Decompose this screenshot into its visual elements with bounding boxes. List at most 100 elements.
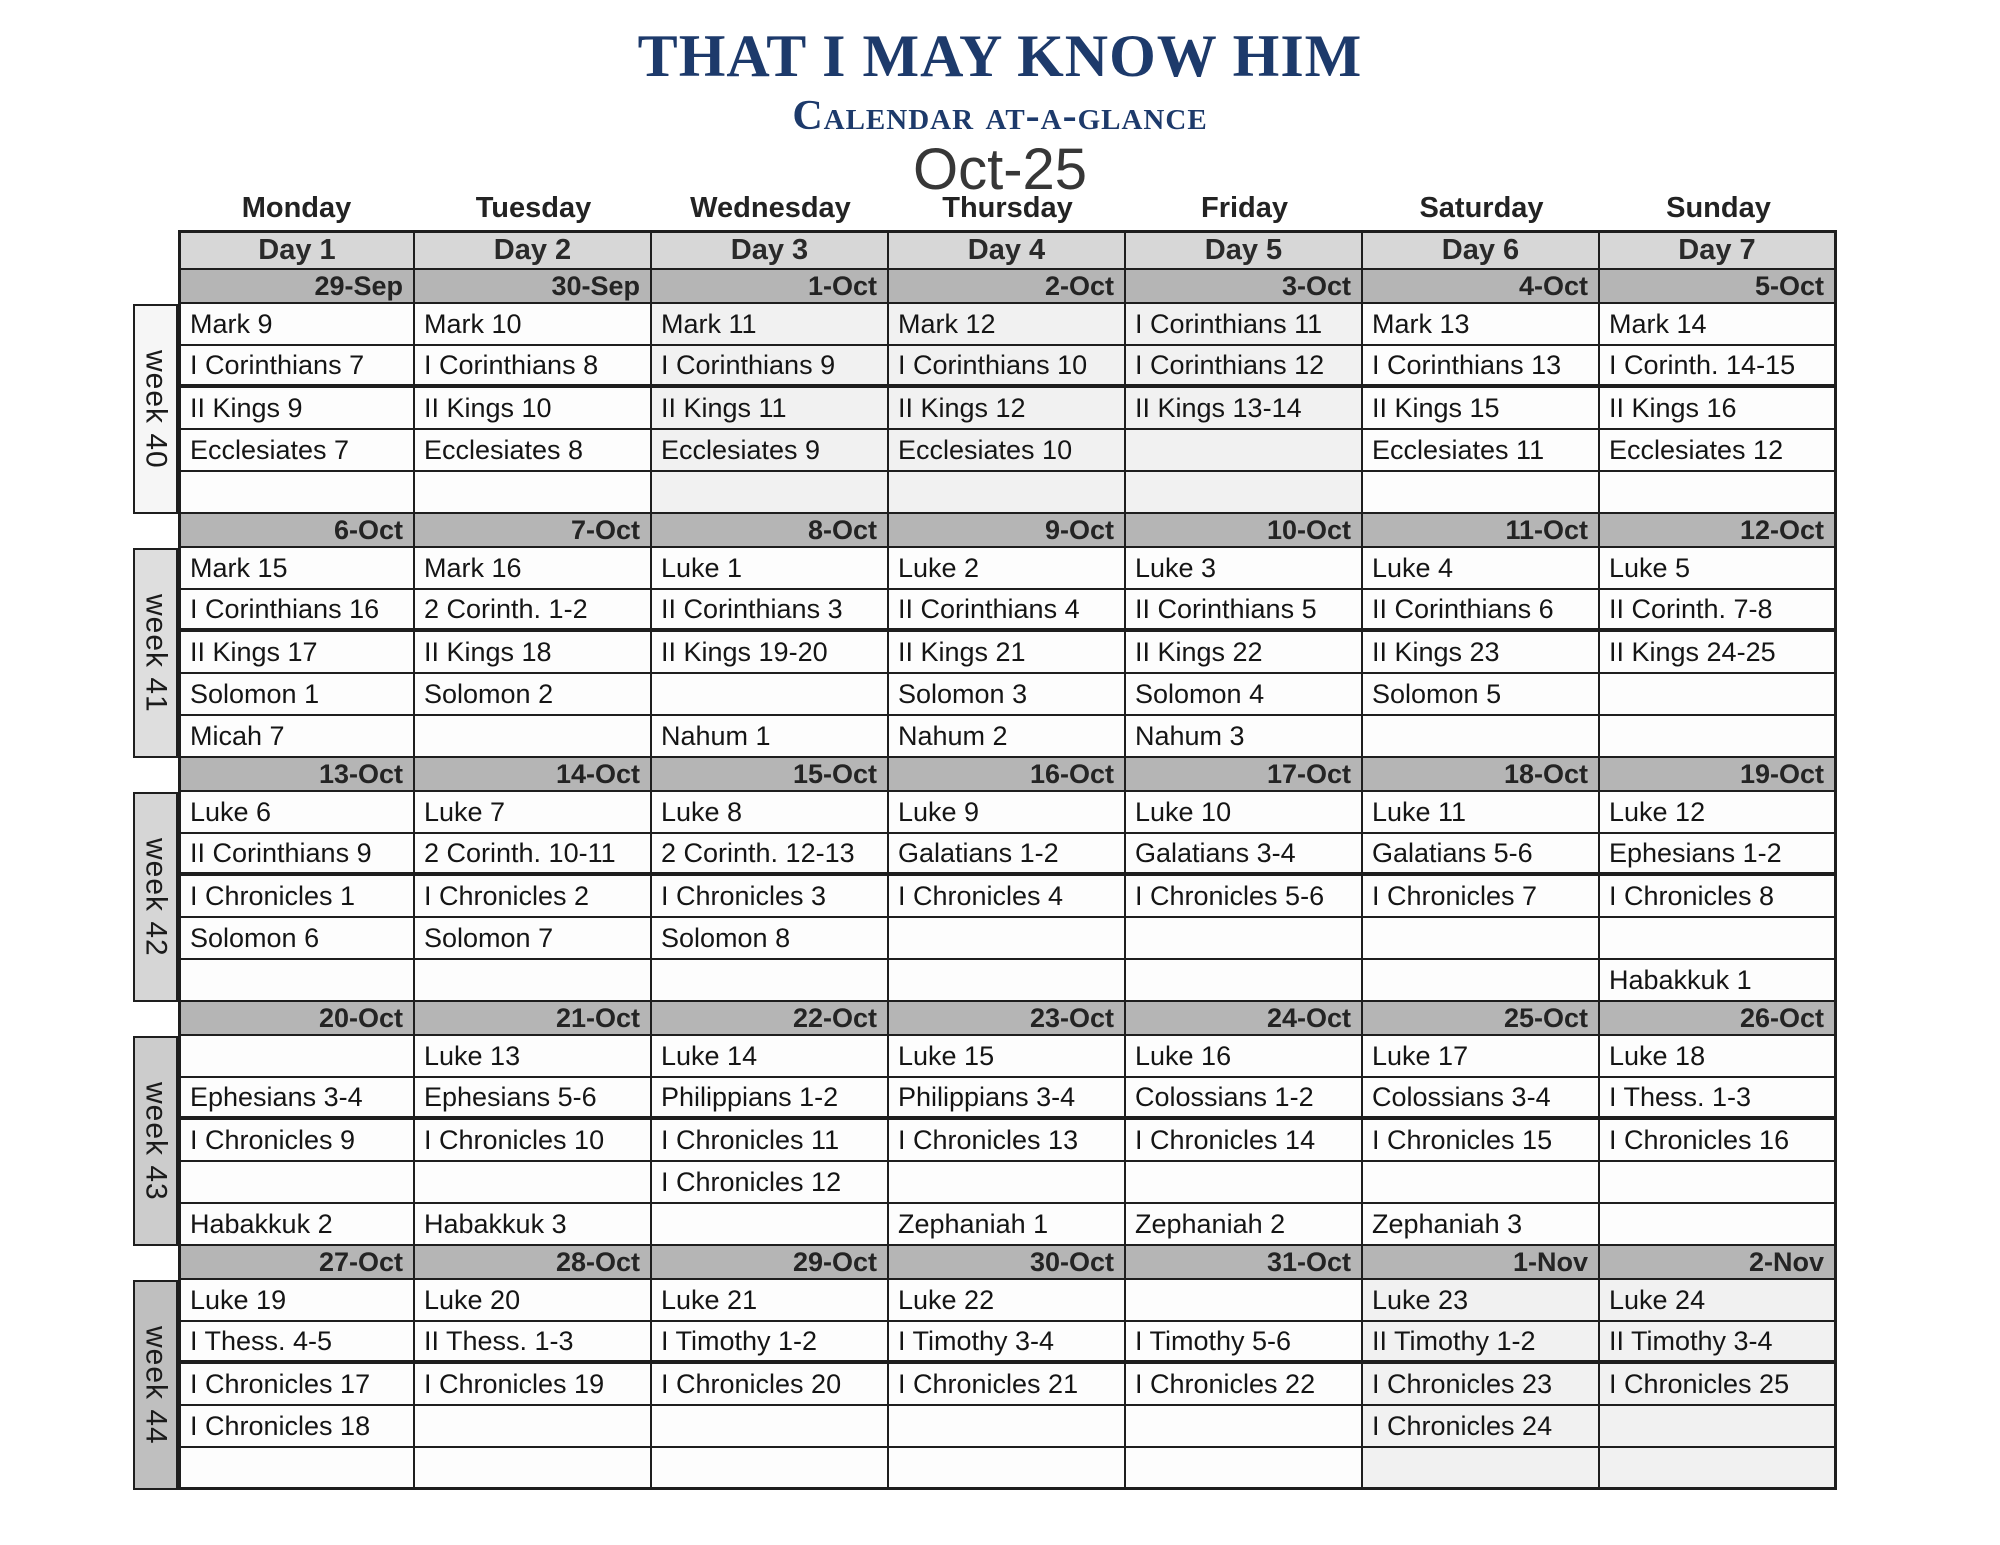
- reading-cell: [889, 472, 1126, 514]
- reading-cell: I Chronicles 17: [178, 1364, 415, 1406]
- date-cell: 30-Oct: [889, 1246, 1126, 1280]
- reading-cell: [889, 960, 1126, 1002]
- reading-cell: Luke 13: [415, 1036, 652, 1078]
- reading-cell: II Timothy 3-4: [1600, 1322, 1837, 1364]
- day-header-cell: Day 7: [1600, 230, 1837, 270]
- weekday-header: Wednesday: [690, 192, 851, 224]
- date-cell: 11-Oct: [1363, 514, 1600, 548]
- reading-cell: Ecclesiates 10: [889, 430, 1126, 472]
- reading-cell: Luke 14: [652, 1036, 889, 1078]
- reading-cell: I Chronicles 22: [1126, 1364, 1363, 1406]
- reading-cell: I Chronicles 25: [1600, 1364, 1837, 1406]
- reading-cell: [1600, 716, 1837, 758]
- reading-cell: Luke 4: [1363, 548, 1600, 590]
- reading-cell: [415, 1406, 652, 1448]
- page-subtitle: Calendar at-a-glance: [792, 93, 1208, 139]
- reading-cell: II Kings 22: [1126, 632, 1363, 674]
- date-cell: 18-Oct: [1363, 758, 1600, 792]
- reading-cell: [1363, 918, 1600, 960]
- reading-cell: Philippians 1-2: [652, 1078, 889, 1120]
- reading-cell: II Corinthians 6: [1363, 590, 1600, 632]
- reading-cell: Solomon 5: [1363, 674, 1600, 716]
- reading-cell: II Kings 19-20: [652, 632, 889, 674]
- reading-cell: I Chronicles 14: [1126, 1120, 1363, 1162]
- reading-cell: II Corinthians 9: [178, 834, 415, 876]
- gutter-spacer: [133, 270, 178, 304]
- reading-cell: II Kings 10: [415, 388, 652, 430]
- reading-cell: Ecclesiates 11: [1363, 430, 1600, 472]
- reading-cell: I Timothy 5-6: [1126, 1322, 1363, 1364]
- reading-cell: [1126, 1406, 1363, 1448]
- reading-cell: Solomon 2: [415, 674, 652, 716]
- week-label: week 40: [133, 304, 178, 514]
- reading-cell: Solomon 8: [652, 918, 889, 960]
- reading-cell: I Chronicles 5-6: [1126, 876, 1363, 918]
- reading-cell: [178, 1036, 415, 1078]
- reading-cell: Philippians 3-4: [889, 1078, 1126, 1120]
- reading-cell: [415, 960, 652, 1002]
- reading-cell: [415, 1162, 652, 1204]
- reading-cell: I Corinthians 9: [652, 346, 889, 388]
- reading-cell: II Kings 24-25: [1600, 632, 1837, 674]
- reading-cell: Luke 6: [178, 792, 415, 834]
- reading-cell: [1600, 1448, 1837, 1490]
- reading-cell: II Kings 11: [652, 388, 889, 430]
- date-cell: 9-Oct: [889, 514, 1126, 548]
- reading-cell: [1126, 1448, 1363, 1490]
- date-cell: 22-Oct: [652, 1002, 889, 1036]
- date-cell: 2-Oct: [889, 270, 1126, 304]
- reading-cell: Solomon 1: [178, 674, 415, 716]
- reading-cell: [1600, 1204, 1837, 1246]
- weekday-header-row: Monday Tuesday Wednesday Thursday Friday Satu…: [178, 192, 1837, 225]
- reading-cell: Solomon 4: [1126, 674, 1363, 716]
- reading-cell: I Chronicles 24: [1363, 1406, 1600, 1448]
- date-cell: 20-Oct: [178, 1002, 415, 1036]
- reading-cell: 2 Corinth. 1-2: [415, 590, 652, 632]
- reading-cell: Luke 8: [652, 792, 889, 834]
- reading-cell: Micah 7: [178, 716, 415, 758]
- reading-cell: Luke 22: [889, 1280, 1126, 1322]
- reading-cell: [1126, 430, 1363, 472]
- reading-cell: [652, 674, 889, 716]
- reading-cell: Ecclesiates 9: [652, 430, 889, 472]
- reading-cell: II Corinth. 7-8: [1600, 590, 1837, 632]
- weekday-header: Tuesday: [475, 192, 592, 224]
- reading-cell: I Corinthians 7: [178, 346, 415, 388]
- date-cell: 10-Oct: [1126, 514, 1363, 548]
- reading-cell: Solomon 3: [889, 674, 1126, 716]
- date-cell: 16-Oct: [889, 758, 1126, 792]
- reading-cell: I Chronicles 16: [1600, 1120, 1837, 1162]
- reading-cell: I Thess. 4-5: [178, 1322, 415, 1364]
- reading-cell: [652, 1406, 889, 1448]
- date-cell: 27-Oct: [178, 1246, 415, 1280]
- reading-cell: Luke 21: [652, 1280, 889, 1322]
- reading-cell: Ecclesiates 7: [178, 430, 415, 472]
- month-label: Oct-25: [912, 137, 1088, 202]
- weekday-header: Thursday: [942, 192, 1073, 224]
- reading-cell: [1600, 674, 1837, 716]
- weekday-header: Monday: [241, 192, 352, 224]
- reading-cell: Luke 2: [889, 548, 1126, 590]
- reading-cell: Luke 5: [1600, 548, 1837, 590]
- date-cell: 3-Oct: [1126, 270, 1363, 304]
- gutter-spacer: [133, 514, 178, 548]
- reading-cell: I Chronicles 13: [889, 1120, 1126, 1162]
- reading-cell: II Kings 12: [889, 388, 1126, 430]
- gutter-spacer: [133, 1002, 178, 1036]
- reading-cell: [1363, 716, 1600, 758]
- reading-cell: [1126, 1162, 1363, 1204]
- reading-cell: Ephesians 1-2: [1600, 834, 1837, 876]
- date-cell: 6-Oct: [178, 514, 415, 548]
- reading-cell: [178, 1448, 415, 1490]
- reading-cell: I Chronicles 9: [178, 1120, 415, 1162]
- reading-cell: [889, 918, 1126, 960]
- day-header-cell: Day 4: [889, 230, 1126, 270]
- reading-cell: Ecclesiates 12: [1600, 430, 1837, 472]
- gutter-spacer: [133, 1246, 178, 1280]
- reading-cell: Galatians 1-2: [889, 834, 1126, 876]
- reading-cell: [1126, 1280, 1363, 1322]
- reading-cell: Mark 11: [652, 304, 889, 346]
- reading-cell: Mark 12: [889, 304, 1126, 346]
- reading-cell: I Chronicles 21: [889, 1364, 1126, 1406]
- reading-cell: I Corinthians 16: [178, 590, 415, 632]
